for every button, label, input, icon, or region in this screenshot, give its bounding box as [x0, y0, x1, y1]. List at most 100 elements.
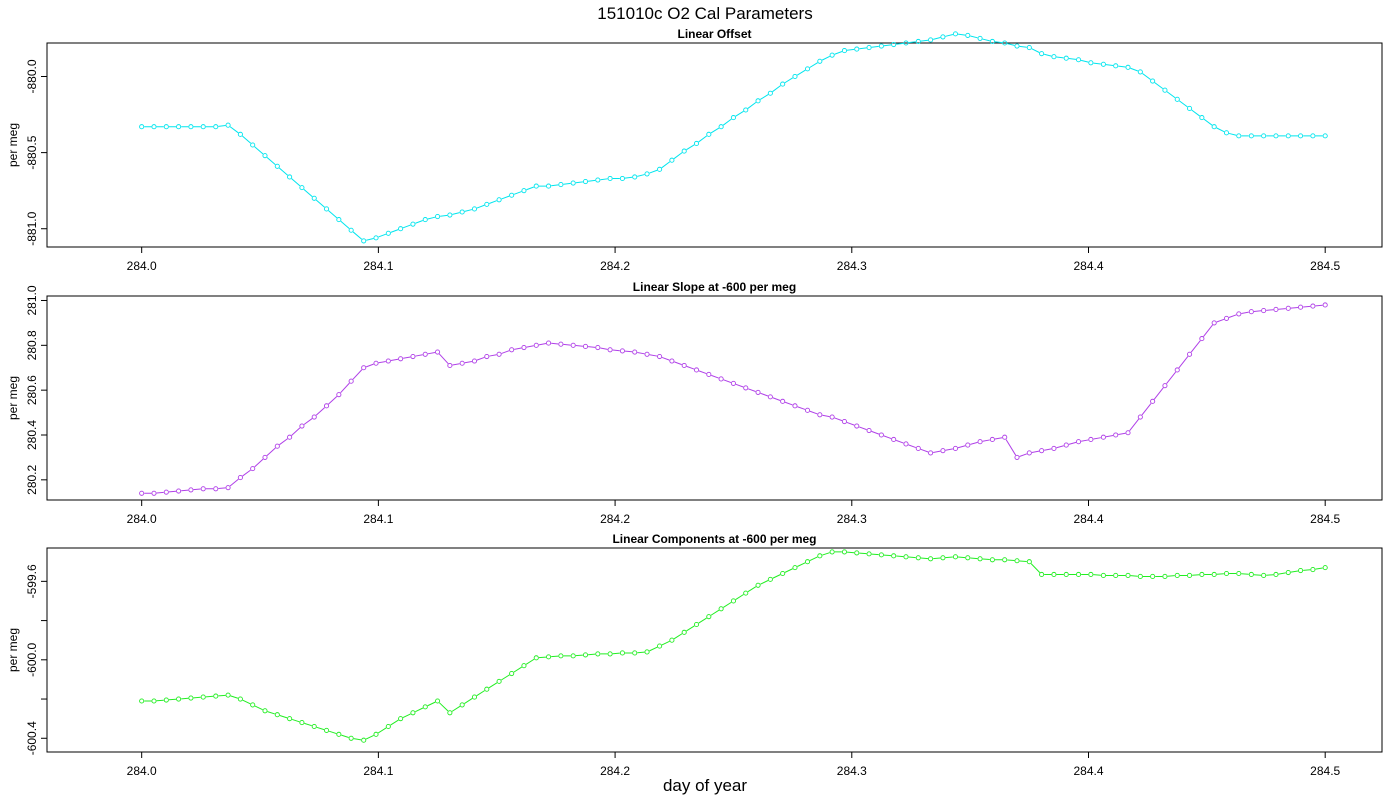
- panel-offset-x-tick-label: 284.2: [600, 259, 630, 273]
- panel-offset-data-point: [1199, 115, 1205, 121]
- panel-components-data-point: [385, 723, 391, 730]
- panel-offset-frame: [46, 42, 1383, 248]
- panel-offset-data-point: [262, 153, 268, 159]
- panel-components-data-point: [299, 720, 305, 726]
- panel-slope-data-point: [1187, 351, 1193, 357]
- panel-slope-data-point: [213, 486, 219, 492]
- panel-offset-data-point: [1187, 105, 1193, 112]
- panel-offset-data-point: [570, 180, 576, 186]
- panel-components-data-point: [767, 576, 773, 582]
- panel-offset-data-point: [546, 183, 552, 189]
- panel-offset-data-point: [299, 185, 305, 191]
- panel-slope-series-line: [144, 304, 1323, 494]
- panel-slope-x-tick-label: 284.4: [1073, 512, 1103, 526]
- panel-slope-x-tick-label: 284.5: [1310, 512, 1340, 526]
- panel-components-x-tick-label: 284.3: [837, 764, 867, 778]
- panel-components-data-point: [484, 686, 490, 692]
- panel-components-data-point: [595, 651, 601, 657]
- panel-slope-data-point: [829, 414, 835, 420]
- panel-offset-data-point: [582, 178, 589, 185]
- panel-offset-data-point: [1310, 133, 1316, 139]
- panel-slope-data-point: [1223, 315, 1230, 321]
- panel-components-data-point: [287, 716, 293, 722]
- panel-offset-data-point: [237, 131, 243, 137]
- panel-offset-data-point: [1137, 69, 1143, 75]
- panel-slope-data-point: [200, 486, 206, 492]
- panel-components-data-point: [854, 550, 860, 556]
- panel-offset-data-point: [1223, 130, 1230, 136]
- panel-slope-data-point: [804, 407, 811, 413]
- panel-offset-data-point: [1261, 133, 1267, 139]
- panel-components-y-tick-label: -600.0: [25, 642, 39, 676]
- panel-components-data-point: [1273, 571, 1279, 578]
- panel-components-data-point: [891, 553, 897, 559]
- panel-slope-y-tick-label: 280.2: [25, 464, 39, 494]
- panel-slope-title: Linear Slope at -600 per meg: [633, 280, 796, 294]
- panel-components-data-point: [829, 549, 835, 555]
- panel-slope-data-point: [767, 394, 773, 400]
- panel-offset-y-axis-title: per meg: [6, 123, 20, 167]
- panel-offset-x-tick-label: 284.3: [837, 259, 867, 273]
- panel-slope-data-point: [841, 418, 848, 425]
- panel-offset-data-point: [151, 124, 157, 130]
- panel-offset-data-point: [1026, 45, 1032, 51]
- panel-components-data-point: [1002, 557, 1008, 563]
- panel-offset-data-point: [1298, 133, 1304, 139]
- panel-offset-data-point: [792, 73, 798, 80]
- panel-offset-data-point: [213, 124, 219, 130]
- panel-components-data-point: [1199, 571, 1205, 578]
- panel-slope-data-point: [681, 362, 687, 369]
- panel-slope-data-point: [1310, 303, 1316, 309]
- panel-offset-data-point: [471, 206, 478, 212]
- panel-components-data-point: [1039, 571, 1045, 578]
- panel-offset-data-point: [1088, 60, 1094, 66]
- panel-offset-data-point: [1039, 51, 1045, 57]
- panel-offset-data-point: [854, 46, 860, 52]
- panel-slope-data-point: [459, 360, 465, 366]
- panel-components-data-point: [361, 737, 367, 743]
- panel-slope-data-point: [730, 380, 736, 386]
- panel-offset-data-point: [558, 182, 564, 188]
- panel-offset-data-point: [644, 171, 650, 177]
- panel-slope-data-point: [817, 412, 823, 418]
- panel-offset-data-point: [1063, 55, 1069, 61]
- panel-components-data-point: [1051, 571, 1057, 578]
- panel-slope-data-point: [299, 423, 305, 429]
- panel-slope: Linear Slope at -600 per meg per meg 284.0…: [6, 280, 1383, 526]
- panel-slope-data-point: [1298, 304, 1304, 310]
- panel-offset-y-tick-label: -880.5: [25, 135, 39, 169]
- panel-slope-data-point: [139, 490, 145, 496]
- panel-components-data-point: [1310, 567, 1316, 573]
- panel-slope-data-point: [1162, 383, 1168, 389]
- panel-slope-data-point: [509, 347, 515, 353]
- panel-offset-data-point: [139, 124, 145, 130]
- panel-components-data-point: [1248, 571, 1254, 578]
- panel-components-data-point: [1261, 572, 1267, 579]
- panel-offset-data-point: [866, 45, 872, 51]
- panel-slope-data-point: [977, 439, 983, 445]
- panel-offset-data-point: [891, 41, 897, 48]
- panel-components-data-point: [582, 652, 589, 658]
- panel-offset-data-point: [1150, 78, 1156, 84]
- panel-components-data-point: [1187, 572, 1193, 579]
- panel-slope-data-point: [854, 423, 860, 429]
- panel-offset-data-point: [989, 38, 995, 45]
- panel-slope-data-point: [1150, 398, 1156, 404]
- panel-offset-data-point: [965, 32, 971, 38]
- panel-offset-data-point: [595, 177, 601, 183]
- panel-components-data-point: [1137, 573, 1143, 579]
- panel-components-data-point: [213, 693, 219, 699]
- panel-offset-data-point: [977, 35, 983, 41]
- panel-offset-data-point: [176, 124, 182, 130]
- panel-slope-data-point: [1014, 454, 1020, 460]
- panel-components-data-point: [151, 698, 157, 704]
- panel-components-data-point: [348, 735, 354, 741]
- panel-offset-data-point: [878, 43, 884, 49]
- panel-offset-data-point: [669, 157, 675, 163]
- panel-components-data-point: [459, 702, 465, 708]
- panels-group: Linear Offset per meg 284.0 284.1 284.2 284.3…: [6, 27, 1383, 778]
- panel-offset-data-point: [1076, 57, 1082, 63]
- panel-components-data-point: [952, 554, 959, 560]
- panel-components-data-point: [1322, 565, 1328, 571]
- panel-components-y-tick-label: -599.6: [25, 564, 39, 598]
